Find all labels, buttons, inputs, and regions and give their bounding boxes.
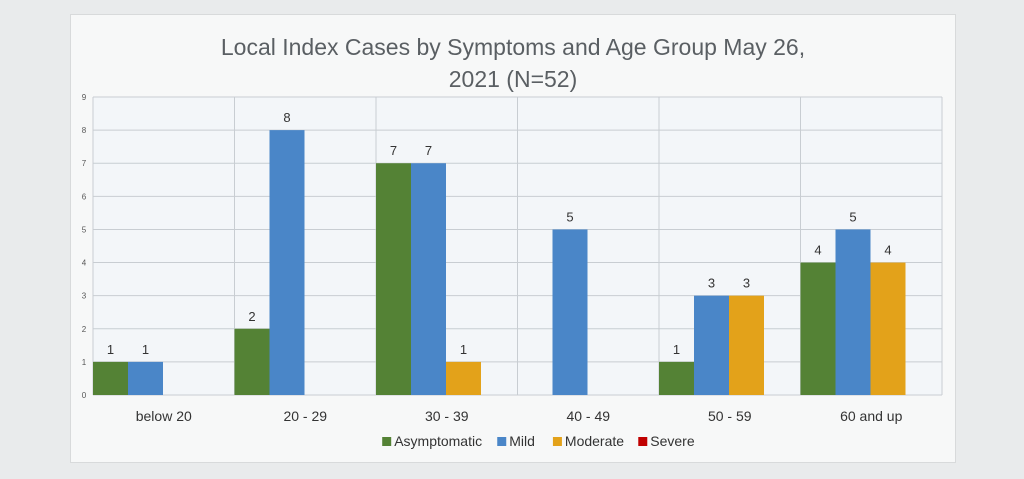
bar (93, 361, 128, 395)
data-label: 1 (107, 342, 114, 357)
bar (835, 229, 871, 395)
y-tick-label: 0 (82, 391, 87, 400)
legend-swatch (552, 437, 562, 446)
data-label: 7 (425, 143, 432, 158)
data-label: 1 (460, 342, 467, 357)
bar-chart: 0 1 2 3 4 5 6 7 8 9 1 1 below 20 2 8 20 - 29 7 7 1 30 - 39 5… (82, 93, 943, 449)
bar (729, 295, 764, 395)
data-label: 3 (743, 276, 750, 291)
data-label: 7 (390, 143, 397, 158)
chart-title: Local Index Cases by Symptoms and Age Gr… (71, 31, 955, 95)
y-tick-label: 8 (82, 126, 87, 135)
chart-title-line-1: Local Index Cases by Symptoms and Age Gr… (220, 34, 806, 60)
bar (800, 262, 836, 395)
data-label: 3 (708, 276, 715, 291)
bar (269, 130, 305, 395)
data-label: 5 (566, 209, 573, 224)
legend-label: Asymptomatic (394, 433, 482, 449)
y-tick-label: 7 (82, 159, 87, 168)
legend-label: Moderate (565, 433, 624, 449)
chart-title-line-2: 2021 (N=52) (448, 66, 578, 92)
data-label: 2 (248, 309, 255, 324)
legend-swatch (497, 437, 507, 446)
bar (128, 361, 163, 395)
bar (659, 361, 694, 395)
data-label: 4 (814, 243, 821, 258)
x-tick-label: 20 - 29 (283, 408, 327, 424)
y-tick-label: 2 (82, 325, 87, 334)
data-label: 8 (283, 110, 290, 125)
y-tick-label: 4 (82, 259, 87, 268)
bar (870, 262, 906, 395)
data-label: 5 (849, 209, 856, 224)
x-tick-label: 40 - 49 (566, 408, 610, 424)
x-tick-label: 50 - 59 (708, 408, 752, 424)
legend-swatch (382, 437, 392, 446)
y-tick-label: 6 (82, 192, 87, 201)
legend-label: Severe (650, 433, 695, 449)
y-tick-label: 3 (82, 292, 87, 301)
bar (552, 229, 588, 395)
x-tick-label: 60 and up (840, 408, 902, 424)
bar (411, 163, 446, 395)
bar (234, 328, 270, 395)
legend-swatch (638, 437, 648, 446)
data-label: 4 (884, 243, 891, 258)
bar (446, 361, 481, 395)
legend-label: Mild (509, 433, 535, 449)
data-label: 1 (673, 342, 680, 357)
bar (694, 295, 729, 395)
bar (376, 163, 411, 395)
x-tick-label: 30 - 39 (425, 408, 469, 424)
y-tick-label: 1 (82, 358, 87, 367)
y-tick-label: 9 (82, 93, 87, 102)
chart-frame: Local Index Cases by Symptoms and Age Gr… (70, 14, 956, 463)
data-label: 1 (142, 342, 149, 357)
x-tick-label: below 20 (136, 408, 192, 424)
y-tick-label: 5 (82, 225, 87, 234)
